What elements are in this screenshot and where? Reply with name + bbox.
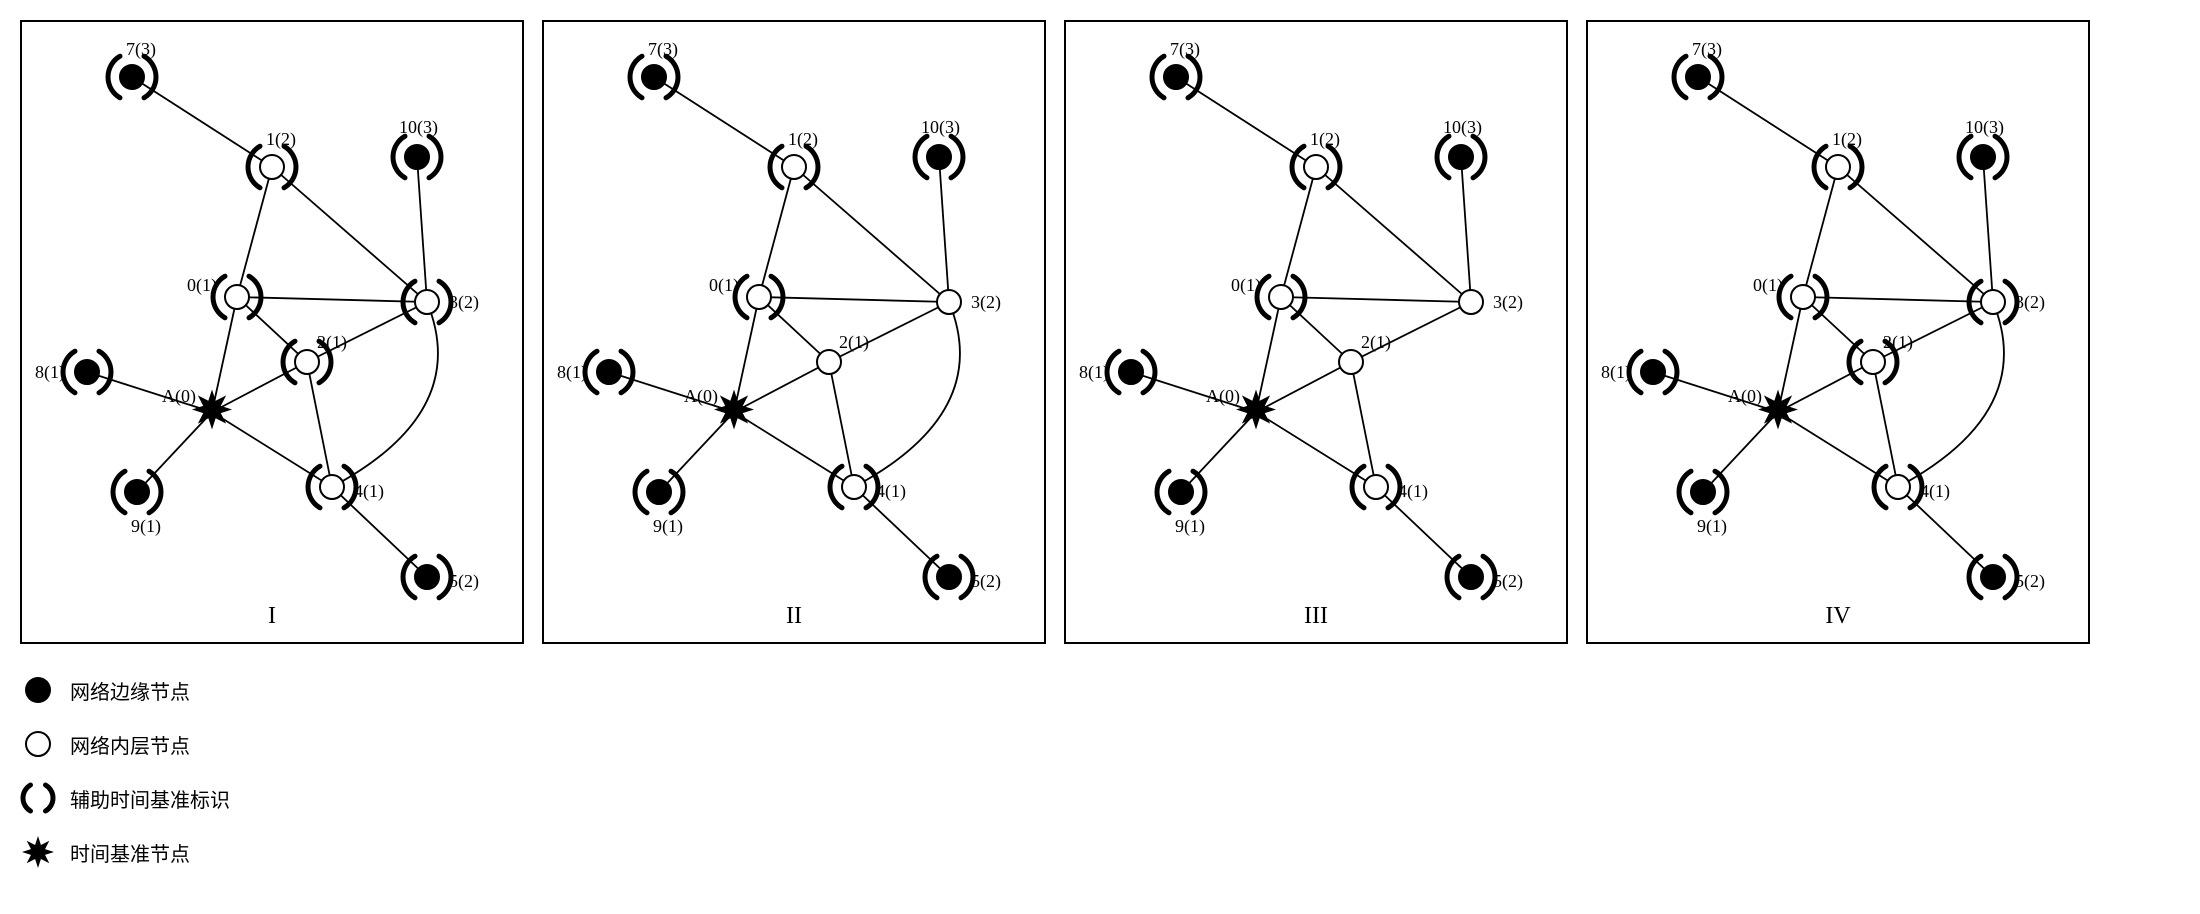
legend-row-halo: 辅助时间基准标识 xyxy=(20,780,2180,816)
panel-label: IV xyxy=(1825,603,1850,630)
node-label-A: A(0) xyxy=(162,386,196,407)
node-label-n9: 9(1) xyxy=(131,516,161,537)
panel-I: 7(3) 10(3) 1(2) 0(1) 3(2) 2(1) 8(1) A(0) 9(1) 4(1… xyxy=(20,20,524,644)
node-label-n8: 8(1) xyxy=(1601,362,1631,383)
panel-label: III xyxy=(1304,603,1328,630)
node-label-n2: 2(1) xyxy=(839,332,869,353)
panel-II: 7(3) 10(3) 1(2) 0(1) 3(2) 2(1) 8(1) A(0) 9(1) 4(1… xyxy=(542,20,1046,644)
node-label-n4: 4(1) xyxy=(1920,481,1950,502)
node-label-n9: 9(1) xyxy=(653,516,683,537)
node-label-n2: 2(1) xyxy=(1883,332,1913,353)
legend-row-inner: 网络内层节点 xyxy=(20,726,2180,762)
node-label-n1: 1(2) xyxy=(266,129,296,150)
node-label-n0: 0(1) xyxy=(709,275,739,296)
node-label-n7: 7(3) xyxy=(648,39,678,60)
legend-text: 辅助时间基准标识 xyxy=(70,784,230,813)
node-label-n4: 4(1) xyxy=(1398,481,1428,502)
inner-icon xyxy=(20,726,56,762)
node-label-n3: 3(2) xyxy=(449,292,479,313)
node-label-n8: 8(1) xyxy=(1079,362,1109,383)
node-label-n10: 10(3) xyxy=(921,117,960,138)
legend: 网络边缘节点网络内层节点辅助时间基准标识时间基准节点 xyxy=(20,672,2180,870)
node-label-n7: 7(3) xyxy=(1170,39,1200,60)
panel-IV: 7(3) 10(3) 1(2) 0(1) 3(2) 2(1) 8(1) A(0) 9(1) 4(1… xyxy=(1586,20,2090,644)
panel-label: I xyxy=(268,603,276,630)
node-label-n7: 7(3) xyxy=(126,39,156,60)
node-label-n10: 10(3) xyxy=(1443,117,1482,138)
legend-row-star: 时间基准节点 xyxy=(20,834,2180,870)
node-label-n8: 8(1) xyxy=(35,362,65,383)
node-label-n1: 1(2) xyxy=(1310,129,1340,150)
star-icon xyxy=(20,834,56,870)
legend-row-edge: 网络边缘节点 xyxy=(20,672,2180,708)
node-label-n10: 10(3) xyxy=(399,117,438,138)
node-label-n3: 3(2) xyxy=(1493,292,1523,313)
node-label-A: A(0) xyxy=(684,386,718,407)
node-label-n5: 5(2) xyxy=(1493,571,1523,592)
node-label-n7: 7(3) xyxy=(1692,39,1722,60)
node-label-n0: 0(1) xyxy=(187,275,217,296)
node-label-n3: 3(2) xyxy=(2015,292,2045,313)
legend-text: 网络内层节点 xyxy=(70,730,190,759)
panel-III: 7(3) 10(3) 1(2) 0(1) 3(2) 2(1) 8(1) A(0) 9(1) 4(1… xyxy=(1064,20,1568,644)
node-label-A: A(0) xyxy=(1206,386,1240,407)
node-label-n5: 5(2) xyxy=(971,571,1001,592)
halo-icon xyxy=(20,780,56,816)
node-label-n1: 1(2) xyxy=(788,129,818,150)
node-label-n9: 9(1) xyxy=(1175,516,1205,537)
node-label-n9: 9(1) xyxy=(1697,516,1727,537)
node-label-n4: 4(1) xyxy=(876,481,906,502)
node-label-n5: 5(2) xyxy=(2015,571,2045,592)
node-label-n0: 0(1) xyxy=(1231,275,1261,296)
panel-label: II xyxy=(786,603,802,630)
panels-container: 7(3) 10(3) 1(2) 0(1) 3(2) 2(1) 8(1) A(0) 9(1) 4(1… xyxy=(20,20,2180,644)
node-label-n2: 2(1) xyxy=(317,332,347,353)
node-label-A: A(0) xyxy=(1728,386,1762,407)
node-label-n3: 3(2) xyxy=(971,292,1001,313)
node-label-n1: 1(2) xyxy=(1832,129,1862,150)
node-label-n2: 2(1) xyxy=(1361,332,1391,353)
node-label-n0: 0(1) xyxy=(1753,275,1783,296)
node-label-n4: 4(1) xyxy=(354,481,384,502)
legend-text: 网络边缘节点 xyxy=(70,676,190,705)
node-label-n8: 8(1) xyxy=(557,362,587,383)
node-label-n10: 10(3) xyxy=(1965,117,2004,138)
edge-icon xyxy=(20,672,56,708)
node-label-n5: 5(2) xyxy=(449,571,479,592)
legend-text: 时间基准节点 xyxy=(70,838,190,867)
